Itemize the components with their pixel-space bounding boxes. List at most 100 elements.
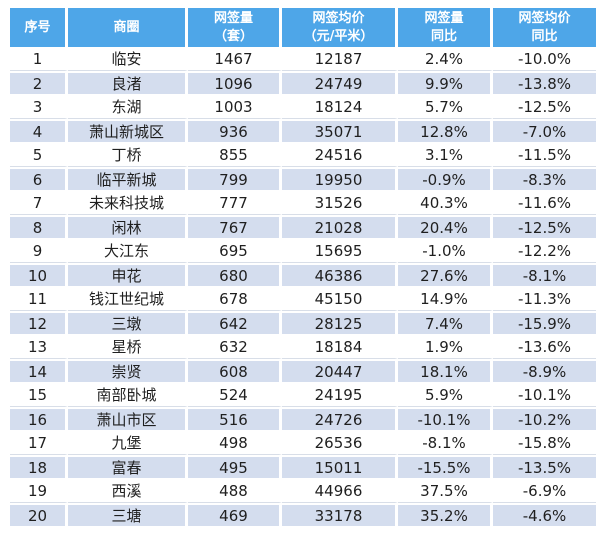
- cell-volume-yoy: 7.4%: [398, 311, 493, 336]
- cell-rank: 12: [10, 311, 68, 336]
- column-header-avg-price-yoy: 网签均价 同比: [493, 8, 596, 48]
- cell-avg-price-yoy: -6.9%: [493, 479, 596, 504]
- cell-volume-yoy: 9.9%: [398, 71, 493, 96]
- cell-avg-price-yoy: -10.1%: [493, 383, 596, 408]
- cell-signed-avg-price: 20447: [282, 359, 398, 384]
- cell-signed-avg-price: 28125: [282, 311, 398, 336]
- cell-district: 星桥: [68, 335, 188, 360]
- cell-signed-volume: 799: [188, 167, 282, 192]
- cell-rank: 2: [10, 71, 68, 96]
- cell-district: 东湖: [68, 95, 188, 120]
- table-row: 11 钱江世纪城 678 45150 14.9% -11.3%: [10, 287, 596, 312]
- cell-signed-volume: 1003: [188, 95, 282, 120]
- cell-volume-yoy: 3.1%: [398, 143, 493, 168]
- cell-signed-volume: 516: [188, 407, 282, 432]
- cell-rank: 8: [10, 215, 68, 240]
- table-row: 3 东湖 1003 18124 5.7% -12.5%: [10, 95, 596, 120]
- cell-avg-price-yoy: -12.5%: [493, 215, 596, 240]
- cell-district: 西溪: [68, 479, 188, 504]
- cell-signed-volume: 936: [188, 119, 282, 144]
- cell-signed-volume: 488: [188, 479, 282, 504]
- cell-signed-volume: 855: [188, 143, 282, 168]
- cell-volume-yoy: 40.3%: [398, 191, 493, 216]
- cell-district: 三墩: [68, 311, 188, 336]
- table-row: 6 临平新城 799 19950 -0.9% -8.3%: [10, 167, 596, 192]
- table-row: 17 九堡 498 26536 -8.1% -15.8%: [10, 431, 596, 456]
- cell-signed-volume: 632: [188, 335, 282, 360]
- cell-volume-yoy: 1.9%: [398, 335, 493, 360]
- cell-signed-avg-price: 35071: [282, 119, 398, 144]
- cell-district: 钱江世纪城: [68, 287, 188, 312]
- table-row: 10 申花 680 46386 27.6% -8.1%: [10, 263, 596, 288]
- cell-avg-price-yoy: -15.9%: [493, 311, 596, 336]
- cell-signed-avg-price: 24516: [282, 143, 398, 168]
- cell-signed-volume: 469: [188, 503, 282, 528]
- cell-signed-volume: 608: [188, 359, 282, 384]
- cell-avg-price-yoy: -12.2%: [493, 239, 596, 264]
- table-row: 12 三墩 642 28125 7.4% -15.9%: [10, 311, 596, 336]
- table-row: 7 未来科技城 777 31526 40.3% -11.6%: [10, 191, 596, 216]
- cell-avg-price-yoy: -13.6%: [493, 335, 596, 360]
- district-housing-stats-table: 序号 商圈 网签量 （套） 网签均价 （元/平米） 网签量 同比 网签均价 同比 1 临安 1…: [10, 8, 596, 528]
- cell-rank: 7: [10, 191, 68, 216]
- cell-avg-price-yoy: -8.3%: [493, 167, 596, 192]
- cell-volume-yoy: -15.5%: [398, 455, 493, 480]
- cell-district: 富春: [68, 455, 188, 480]
- cell-signed-volume: 695: [188, 239, 282, 264]
- cell-rank: 9: [10, 239, 68, 264]
- table-row: 15 南部卧城 524 24195 5.9% -10.1%: [10, 383, 596, 408]
- cell-avg-price-yoy: -8.9%: [493, 359, 596, 384]
- cell-avg-price-yoy: -15.8%: [493, 431, 596, 456]
- table-row: 16 萧山市区 516 24726 -10.1% -10.2%: [10, 407, 596, 432]
- cell-signed-avg-price: 31526: [282, 191, 398, 216]
- cell-rank: 20: [10, 503, 68, 528]
- column-header-signed-avg-price: 网签均价 （元/平米）: [282, 8, 398, 48]
- cell-signed-avg-price: 18124: [282, 95, 398, 120]
- cell-avg-price-yoy: -10.2%: [493, 407, 596, 432]
- cell-rank: 16: [10, 407, 68, 432]
- cell-signed-avg-price: 44966: [282, 479, 398, 504]
- cell-signed-avg-price: 15011: [282, 455, 398, 480]
- cell-volume-yoy: 37.5%: [398, 479, 493, 504]
- cell-volume-yoy: 27.6%: [398, 263, 493, 288]
- cell-signed-volume: 1467: [188, 47, 282, 72]
- cell-avg-price-yoy: -13.5%: [493, 455, 596, 480]
- cell-signed-volume: 777: [188, 191, 282, 216]
- cell-signed-volume: 678: [188, 287, 282, 312]
- cell-district: 崇贤: [68, 359, 188, 384]
- cell-rank: 15: [10, 383, 68, 408]
- table-row: 1 临安 1467 12187 2.4% -10.0%: [10, 47, 596, 72]
- cell-district: 临平新城: [68, 167, 188, 192]
- cell-volume-yoy: -8.1%: [398, 431, 493, 456]
- cell-volume-yoy: 14.9%: [398, 287, 493, 312]
- cell-rank: 5: [10, 143, 68, 168]
- cell-avg-price-yoy: -13.8%: [493, 71, 596, 96]
- cell-avg-price-yoy: -11.3%: [493, 287, 596, 312]
- cell-signed-volume: 767: [188, 215, 282, 240]
- cell-signed-volume: 498: [188, 431, 282, 456]
- table-row: 20 三塘 469 33178 35.2% -4.6%: [10, 503, 596, 528]
- cell-rank: 13: [10, 335, 68, 360]
- cell-volume-yoy: 35.2%: [398, 503, 493, 528]
- cell-signed-volume: 1096: [188, 71, 282, 96]
- column-header-signed-volume: 网签量 （套）: [188, 8, 282, 48]
- cell-district: 九堡: [68, 431, 188, 456]
- cell-signed-volume: 524: [188, 383, 282, 408]
- cell-volume-yoy: 2.4%: [398, 47, 493, 72]
- cell-district: 萧山新城区: [68, 119, 188, 144]
- cell-district: 南部卧城: [68, 383, 188, 408]
- cell-district: 申花: [68, 263, 188, 288]
- table-row: 18 富春 495 15011 -15.5% -13.5%: [10, 455, 596, 480]
- cell-signed-avg-price: 24195: [282, 383, 398, 408]
- cell-district: 大江东: [68, 239, 188, 264]
- cell-district: 丁桥: [68, 143, 188, 168]
- cell-signed-volume: 642: [188, 311, 282, 336]
- cell-signed-avg-price: 46386: [282, 263, 398, 288]
- table-row: 9 大江东 695 15695 -1.0% -12.2%: [10, 239, 596, 264]
- cell-avg-price-yoy: -11.5%: [493, 143, 596, 168]
- cell-district: 三塘: [68, 503, 188, 528]
- column-header-district: 商圈: [68, 8, 188, 48]
- table-row: 14 崇贤 608 20447 18.1% -8.9%: [10, 359, 596, 384]
- cell-signed-avg-price: 33178: [282, 503, 398, 528]
- cell-rank: 4: [10, 119, 68, 144]
